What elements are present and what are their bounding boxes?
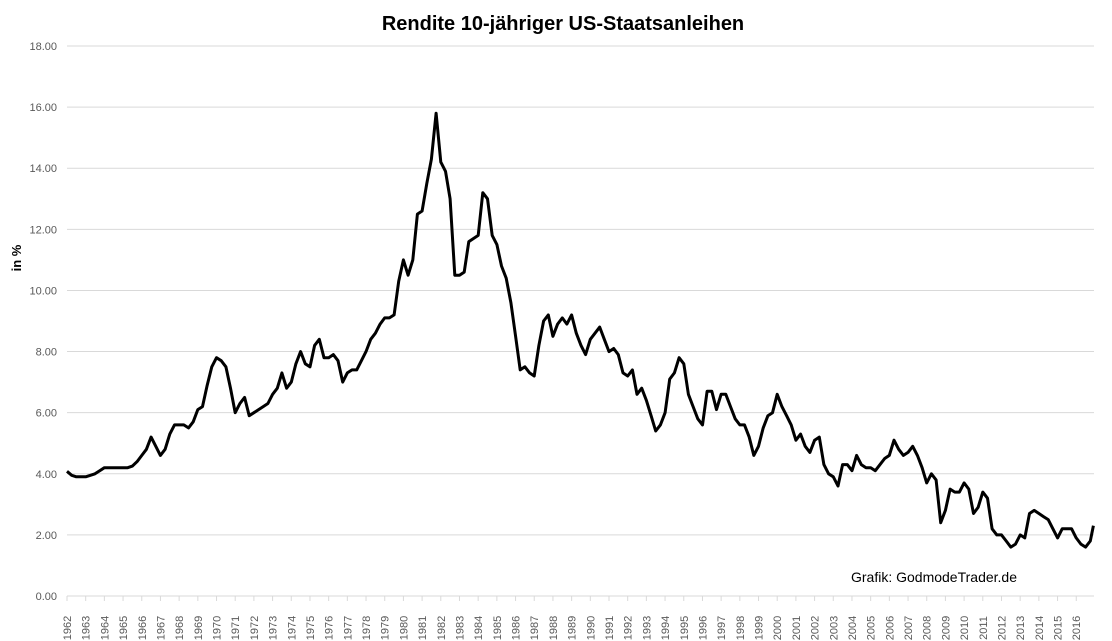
line-series (66, 111, 1095, 549)
x-tick-label: 2004 (847, 616, 859, 640)
y-tick-label: 6.00 (36, 408, 57, 420)
x-tick-label: 2000 (772, 616, 784, 640)
x-tick-label: 1971 (230, 616, 242, 640)
x-tick-label: 1967 (155, 616, 167, 640)
y-tick-label: 8.00 (36, 347, 57, 359)
x-tick-label: 1995 (679, 616, 691, 640)
x-tick-label: 2012 (996, 616, 1008, 640)
x-tick-label: 1998 (735, 616, 747, 640)
y-tick-label: 0.00 (36, 591, 57, 603)
x-tick-label: 1970 (212, 616, 224, 640)
x-tick-label: 1996 (697, 616, 709, 640)
x-tick-label: 1987 (529, 616, 541, 640)
y-tick-label: 10.00 (29, 285, 57, 297)
x-tick-label: 2013 (1015, 616, 1027, 640)
x-tick-label: 1980 (398, 616, 410, 640)
x-tick-label: 1981 (417, 616, 429, 640)
x-tick-label: 1979 (380, 616, 392, 640)
x-tick-label: 1985 (492, 616, 504, 640)
x-tick-label: 1963 (81, 616, 93, 640)
x-tick-label: 1972 (249, 616, 261, 640)
x-tick-label: 1978 (361, 616, 373, 640)
x-tick-label: 1974 (286, 616, 298, 640)
x-tick-label: 1965 (118, 616, 130, 640)
x-tick-label: 2006 (884, 616, 896, 640)
y-tick-label: 14.00 (29, 163, 57, 175)
x-tick-label: 2016 (1071, 616, 1083, 640)
x-tick-label: 2009 (940, 616, 952, 640)
x-tick-label: 2005 (866, 616, 878, 640)
annotation: Grafik: GodmodeTrader.de (851, 569, 1017, 585)
y-tick-label: 2.00 (36, 530, 57, 542)
x-tick-label: 1975 (305, 616, 317, 640)
x-tick-label: 2007 (903, 616, 915, 640)
y-tick-label: 16.00 (29, 102, 57, 114)
x-tick-label: 1982 (436, 616, 448, 640)
x-tick-label: 1984 (473, 616, 485, 640)
x-tick-label: 1962 (62, 616, 74, 640)
x-tick-label: 2001 (791, 616, 803, 640)
chart-title: Rendite 10-jähriger US-Staatsanleihen (382, 13, 744, 35)
x-tick-label: 1977 (342, 616, 354, 640)
x-tick-label: 1986 (511, 616, 523, 640)
x-tick-label: 1989 (567, 616, 579, 640)
x-tick-label: 1968 (174, 616, 186, 640)
y-tick-label: 4.00 (36, 469, 57, 481)
x-tick-label: 1997 (716, 616, 728, 640)
x-tick-label: 1999 (754, 616, 766, 640)
x-tick-label: 2014 (1034, 616, 1046, 640)
y-tick-label: 12.00 (29, 224, 57, 236)
x-tick-label: 2002 (810, 616, 822, 640)
x-tick-label: 1988 (548, 616, 560, 640)
x-tick-label: 2003 (828, 616, 840, 640)
x-tick-label: 1969 (193, 616, 205, 640)
x-tick-label: 2008 (922, 616, 934, 640)
x-tick-label: 2010 (959, 616, 971, 640)
x-tick-label: 1992 (623, 616, 635, 640)
x-tick-label: 1973 (268, 616, 280, 640)
x-tick-label: 1964 (99, 616, 111, 640)
x-tick-label: 1966 (137, 616, 149, 640)
y-tick-label: 18.00 (29, 41, 57, 53)
x-tick-label: 1991 (604, 616, 616, 640)
x-tick-label: 1976 (324, 616, 336, 640)
x-tick-label: 2011 (978, 616, 990, 640)
y-axis-label: in % (9, 244, 24, 271)
x-tick-label: 1994 (660, 616, 672, 640)
x-tick-label: 1990 (585, 616, 597, 640)
x-tick-label: 1983 (454, 616, 466, 640)
x-tick-label: 2015 (1053, 616, 1065, 640)
x-tick-label: 1993 (641, 616, 653, 640)
